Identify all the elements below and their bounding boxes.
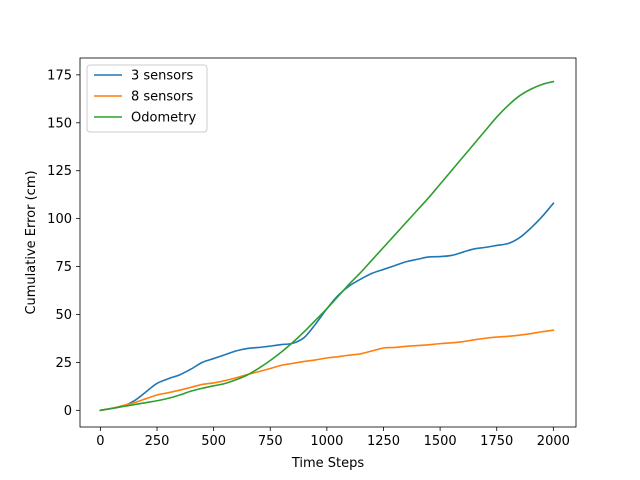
x-tick-label: 1000	[310, 434, 343, 449]
series-lines	[99, 80, 555, 412]
x-tick-label: 1250	[367, 434, 400, 449]
x-tick-label: 1500	[424, 434, 457, 449]
legend: 3 sensors 8 sensors Odometry	[86, 64, 208, 133]
y-tick-label: 175	[47, 68, 72, 83]
x-axis-ticks: 0 250 500 750 1000 1250 1500 1750 2000	[96, 427, 570, 449]
y-tick-label: 25	[55, 356, 72, 371]
legend-label: 3 sensors	[131, 69, 193, 84]
x-tick-label: 2000	[537, 434, 570, 449]
legend-label: Odometry	[131, 111, 197, 126]
x-tick-label: 0	[96, 434, 104, 449]
y-tick-label: 50	[55, 308, 72, 323]
series-line-3	[99, 80, 555, 412]
y-tick-label: 125	[47, 164, 72, 179]
legend-box	[86, 64, 208, 133]
x-axis-label: Time Steps	[291, 456, 365, 471]
legend-label: 8 sensors	[131, 90, 193, 105]
y-tick-label: 75	[55, 260, 72, 275]
x-tick-label: 250	[145, 434, 170, 449]
y-axis-ticks: 0 25 50 75 100 125 150 175	[47, 68, 80, 419]
x-tick-label: 1750	[480, 434, 513, 449]
y-tick-label: 100	[47, 212, 72, 227]
series-line-2	[99, 329, 555, 412]
y-tick-label: 150	[47, 116, 72, 131]
x-tick-label: 500	[201, 434, 226, 449]
plot-frame	[79, 57, 577, 428]
x-tick-label: 750	[258, 434, 283, 449]
y-tick-label: 0	[64, 404, 72, 419]
y-axis-label: Cumulative Error (cm)	[24, 170, 39, 314]
